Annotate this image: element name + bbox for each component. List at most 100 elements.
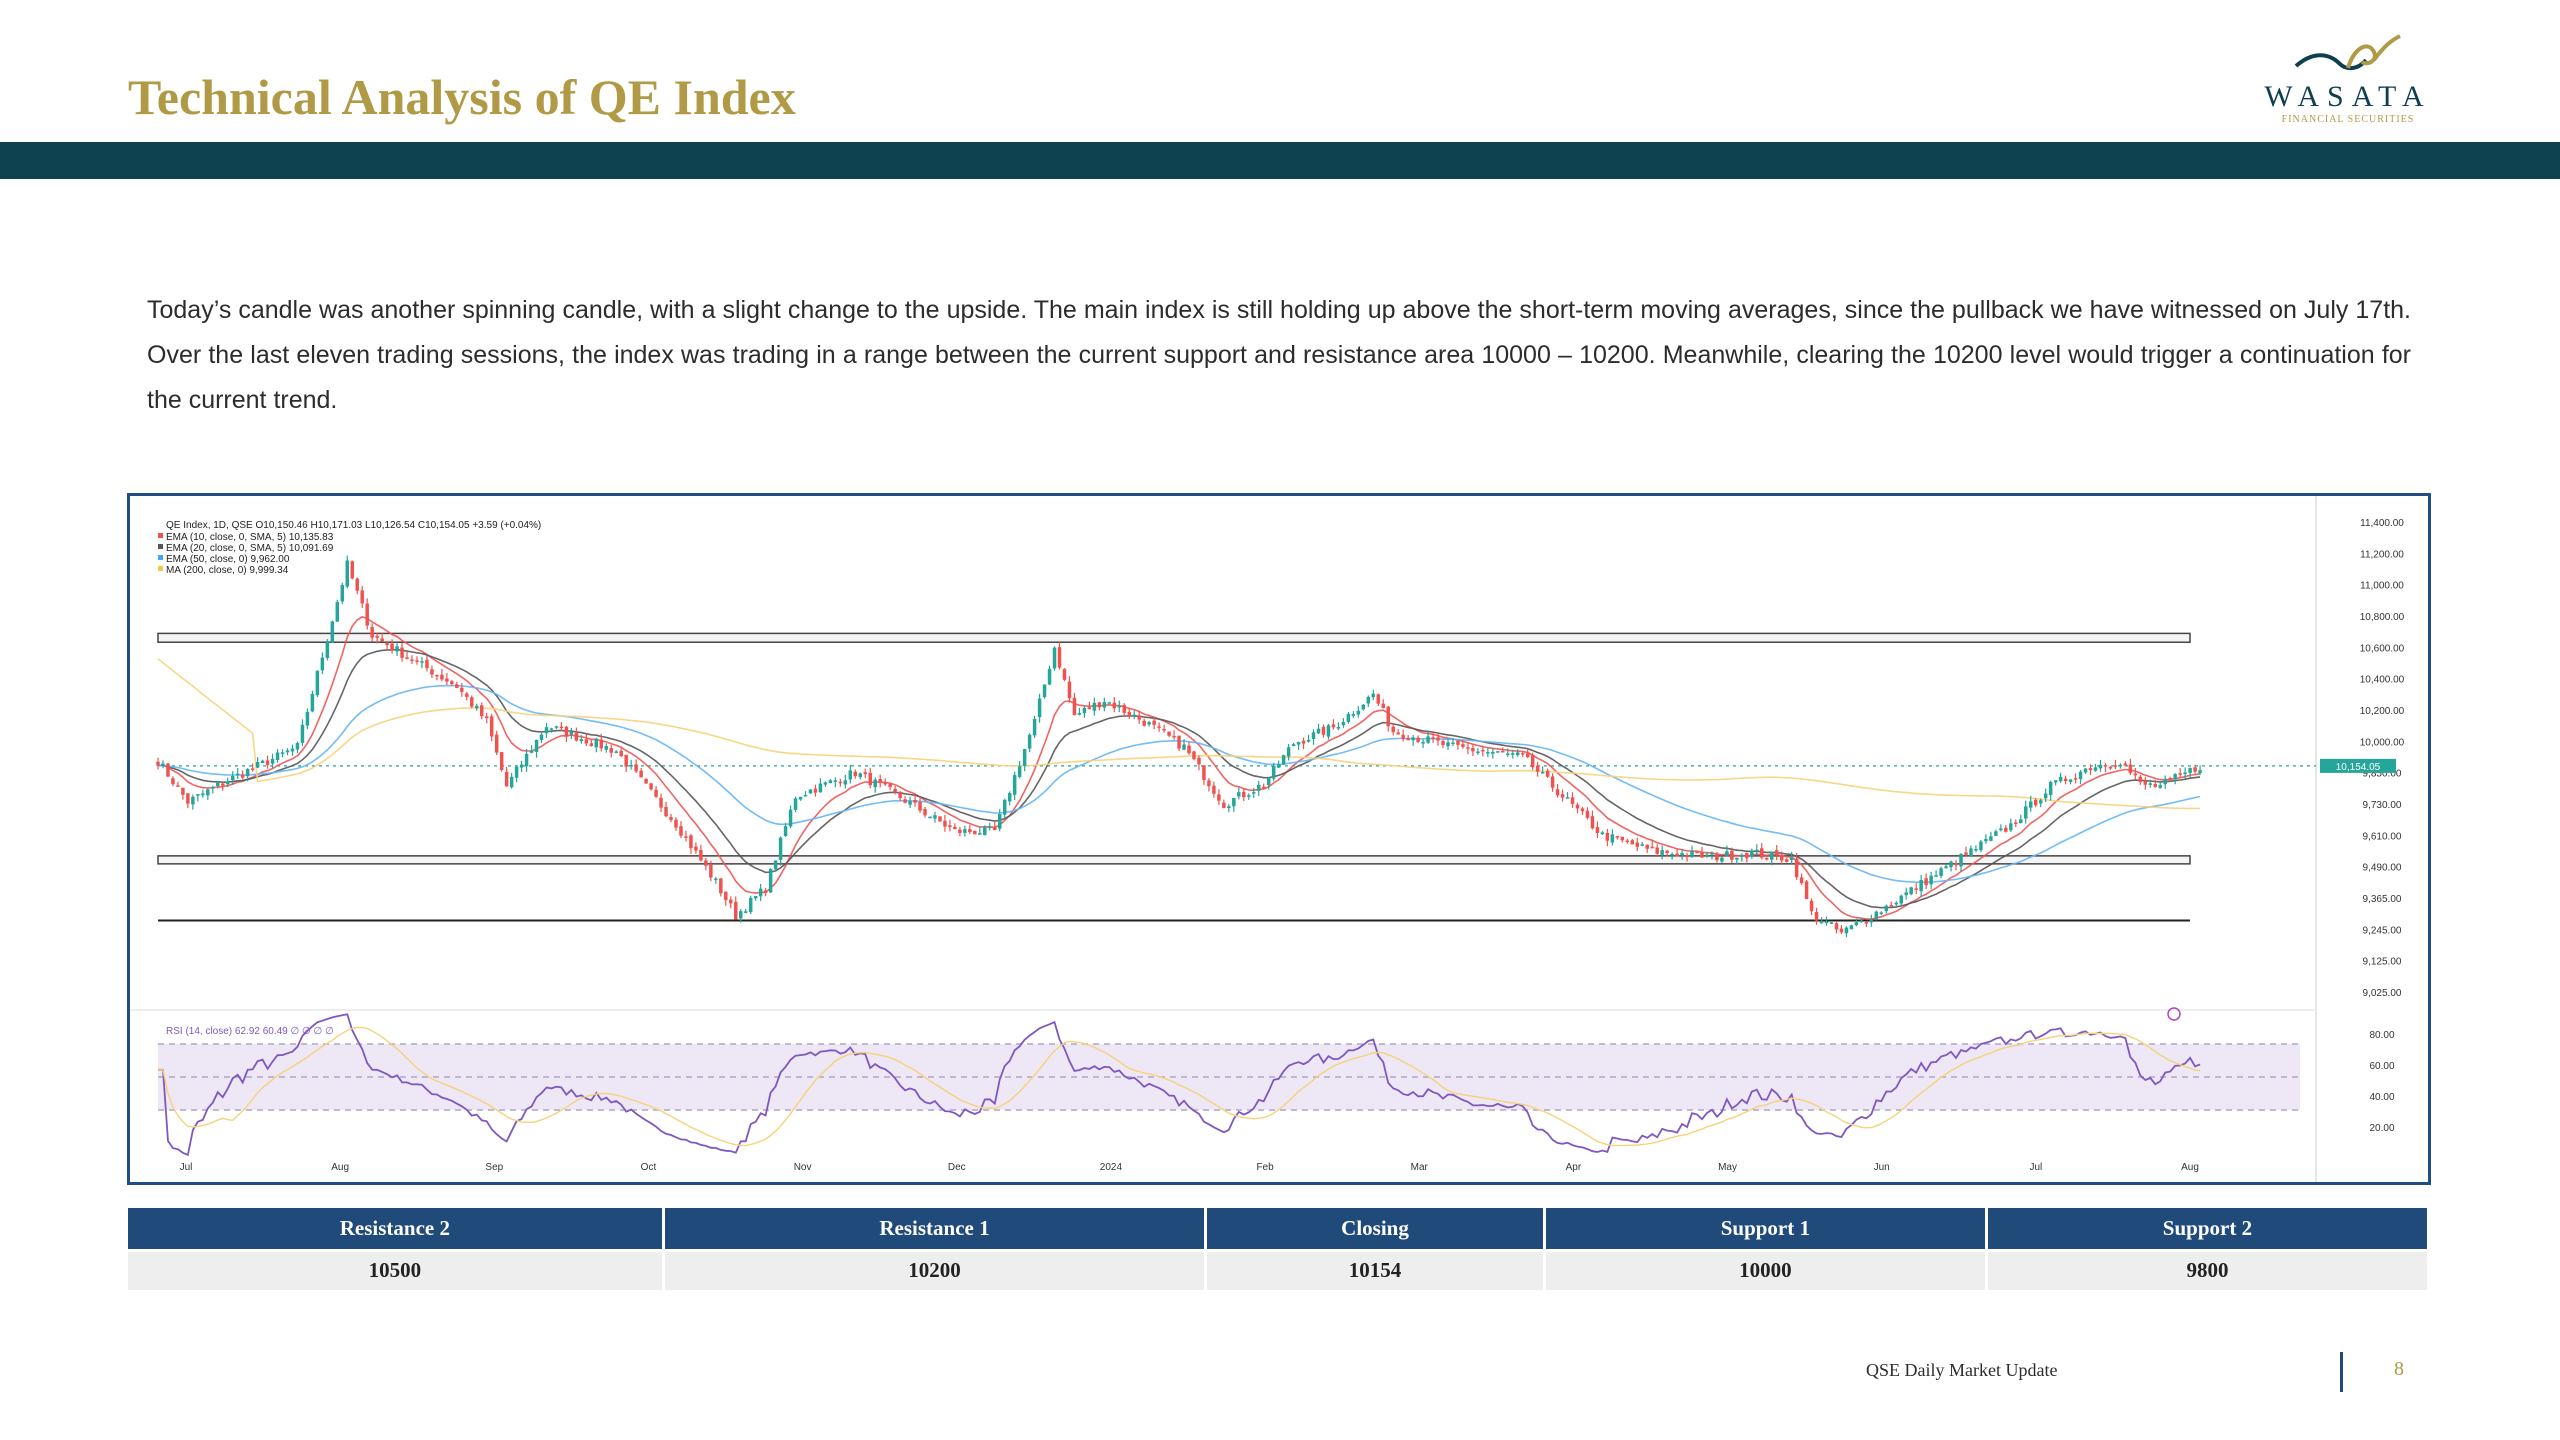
candle — [1067, 681, 1072, 699]
page-number: 8 — [2394, 1358, 2404, 1380]
candle — [1476, 751, 1480, 753]
candle — [948, 825, 952, 828]
candle — [554, 726, 559, 728]
candle — [360, 590, 364, 604]
header-support-2: Support 2 — [1986, 1208, 2431, 1250]
candle — [808, 789, 813, 794]
candle — [1177, 735, 1181, 749]
candle — [1994, 831, 1998, 836]
candle — [410, 659, 414, 662]
candle — [2173, 774, 2177, 780]
candle — [2183, 772, 2187, 775]
candle — [978, 833, 982, 835]
candle — [1082, 707, 1087, 714]
candle — [963, 829, 967, 833]
candle — [345, 560, 350, 587]
candle — [898, 791, 902, 799]
candle — [1202, 765, 1206, 781]
candle — [2019, 819, 2023, 824]
candle — [2093, 767, 2098, 771]
candle — [714, 878, 718, 881]
candle — [1346, 713, 1351, 722]
resistance-band — [157, 632, 2191, 643]
candle — [2128, 764, 2133, 773]
candle — [514, 766, 519, 778]
candle — [1530, 755, 1535, 768]
candle — [694, 846, 698, 851]
value-support-1: 10000 — [1544, 1248, 1988, 1290]
candle — [748, 897, 753, 913]
candle — [1934, 875, 1938, 877]
rsi-tick-label: 40.00 — [2369, 1092, 2394, 1103]
candle — [1426, 736, 1430, 743]
candle — [1665, 850, 1669, 854]
candle — [734, 901, 738, 920]
candle — [729, 899, 733, 904]
candle — [529, 750, 534, 753]
candle — [1491, 752, 1495, 754]
candle — [793, 798, 798, 810]
candle — [1411, 737, 1415, 741]
candle — [2163, 779, 2167, 785]
candle — [1615, 836, 1620, 838]
candle — [1640, 844, 1644, 846]
candle — [1396, 732, 1400, 735]
candle — [166, 763, 170, 777]
candle — [499, 752, 504, 770]
price-tick-label: 10,800.00 — [2360, 612, 2405, 623]
rsi-ma-line — [158, 1026, 2201, 1147]
value-support-2: 9800 — [1986, 1248, 2431, 1290]
candle — [509, 776, 514, 788]
candle — [2118, 764, 2123, 767]
candle — [644, 778, 648, 784]
candle — [2048, 781, 2053, 796]
candle — [385, 642, 389, 646]
legend-swatch — [158, 566, 163, 571]
header-closing: Closing — [1205, 1208, 1546, 1250]
candle — [2178, 773, 2182, 775]
candle — [549, 728, 554, 730]
time-tick-label: Jul — [2029, 1162, 2042, 1173]
candle — [773, 860, 778, 870]
candle — [768, 868, 773, 893]
wasata-logo: WASATA FINANCIAL SECURITIES — [2262, 30, 2434, 138]
candle — [993, 826, 997, 831]
candle — [679, 826, 683, 836]
candle — [2058, 776, 2063, 782]
candle — [1545, 770, 1550, 777]
candle — [1027, 734, 1032, 749]
candle — [619, 750, 623, 757]
candle — [1535, 765, 1540, 772]
candle — [1112, 702, 1117, 709]
candle — [1680, 853, 1684, 856]
price-tick-label: 9,365.00 — [2363, 894, 2402, 905]
price-tick-label: 11,400.00 — [2360, 518, 2404, 529]
price-tick-label: 9,025.00 — [2363, 988, 2402, 999]
candle — [1207, 780, 1211, 787]
candle — [420, 661, 424, 663]
candle — [1077, 713, 1082, 715]
candle — [2148, 783, 2153, 785]
candle — [1824, 921, 1829, 924]
candle — [1137, 715, 1141, 720]
candle — [1132, 714, 1136, 717]
candle — [1819, 921, 1824, 924]
ema-10-line — [157, 616, 2201, 921]
candle — [1042, 684, 1047, 698]
candle — [2068, 779, 2073, 782]
candle — [325, 641, 330, 659]
candle — [390, 643, 394, 651]
price-tick-label: 9,850.00 — [2363, 769, 2402, 780]
candle — [465, 693, 469, 697]
candle — [1789, 857, 1794, 860]
candle — [415, 660, 419, 662]
candle — [1456, 740, 1460, 745]
candle — [1002, 799, 1007, 815]
candle — [833, 780, 838, 782]
candle — [1451, 742, 1455, 745]
candle — [1341, 721, 1346, 726]
candle — [1849, 925, 1854, 930]
candle — [265, 760, 270, 766]
candle — [1844, 927, 1849, 934]
candle — [1261, 786, 1266, 789]
